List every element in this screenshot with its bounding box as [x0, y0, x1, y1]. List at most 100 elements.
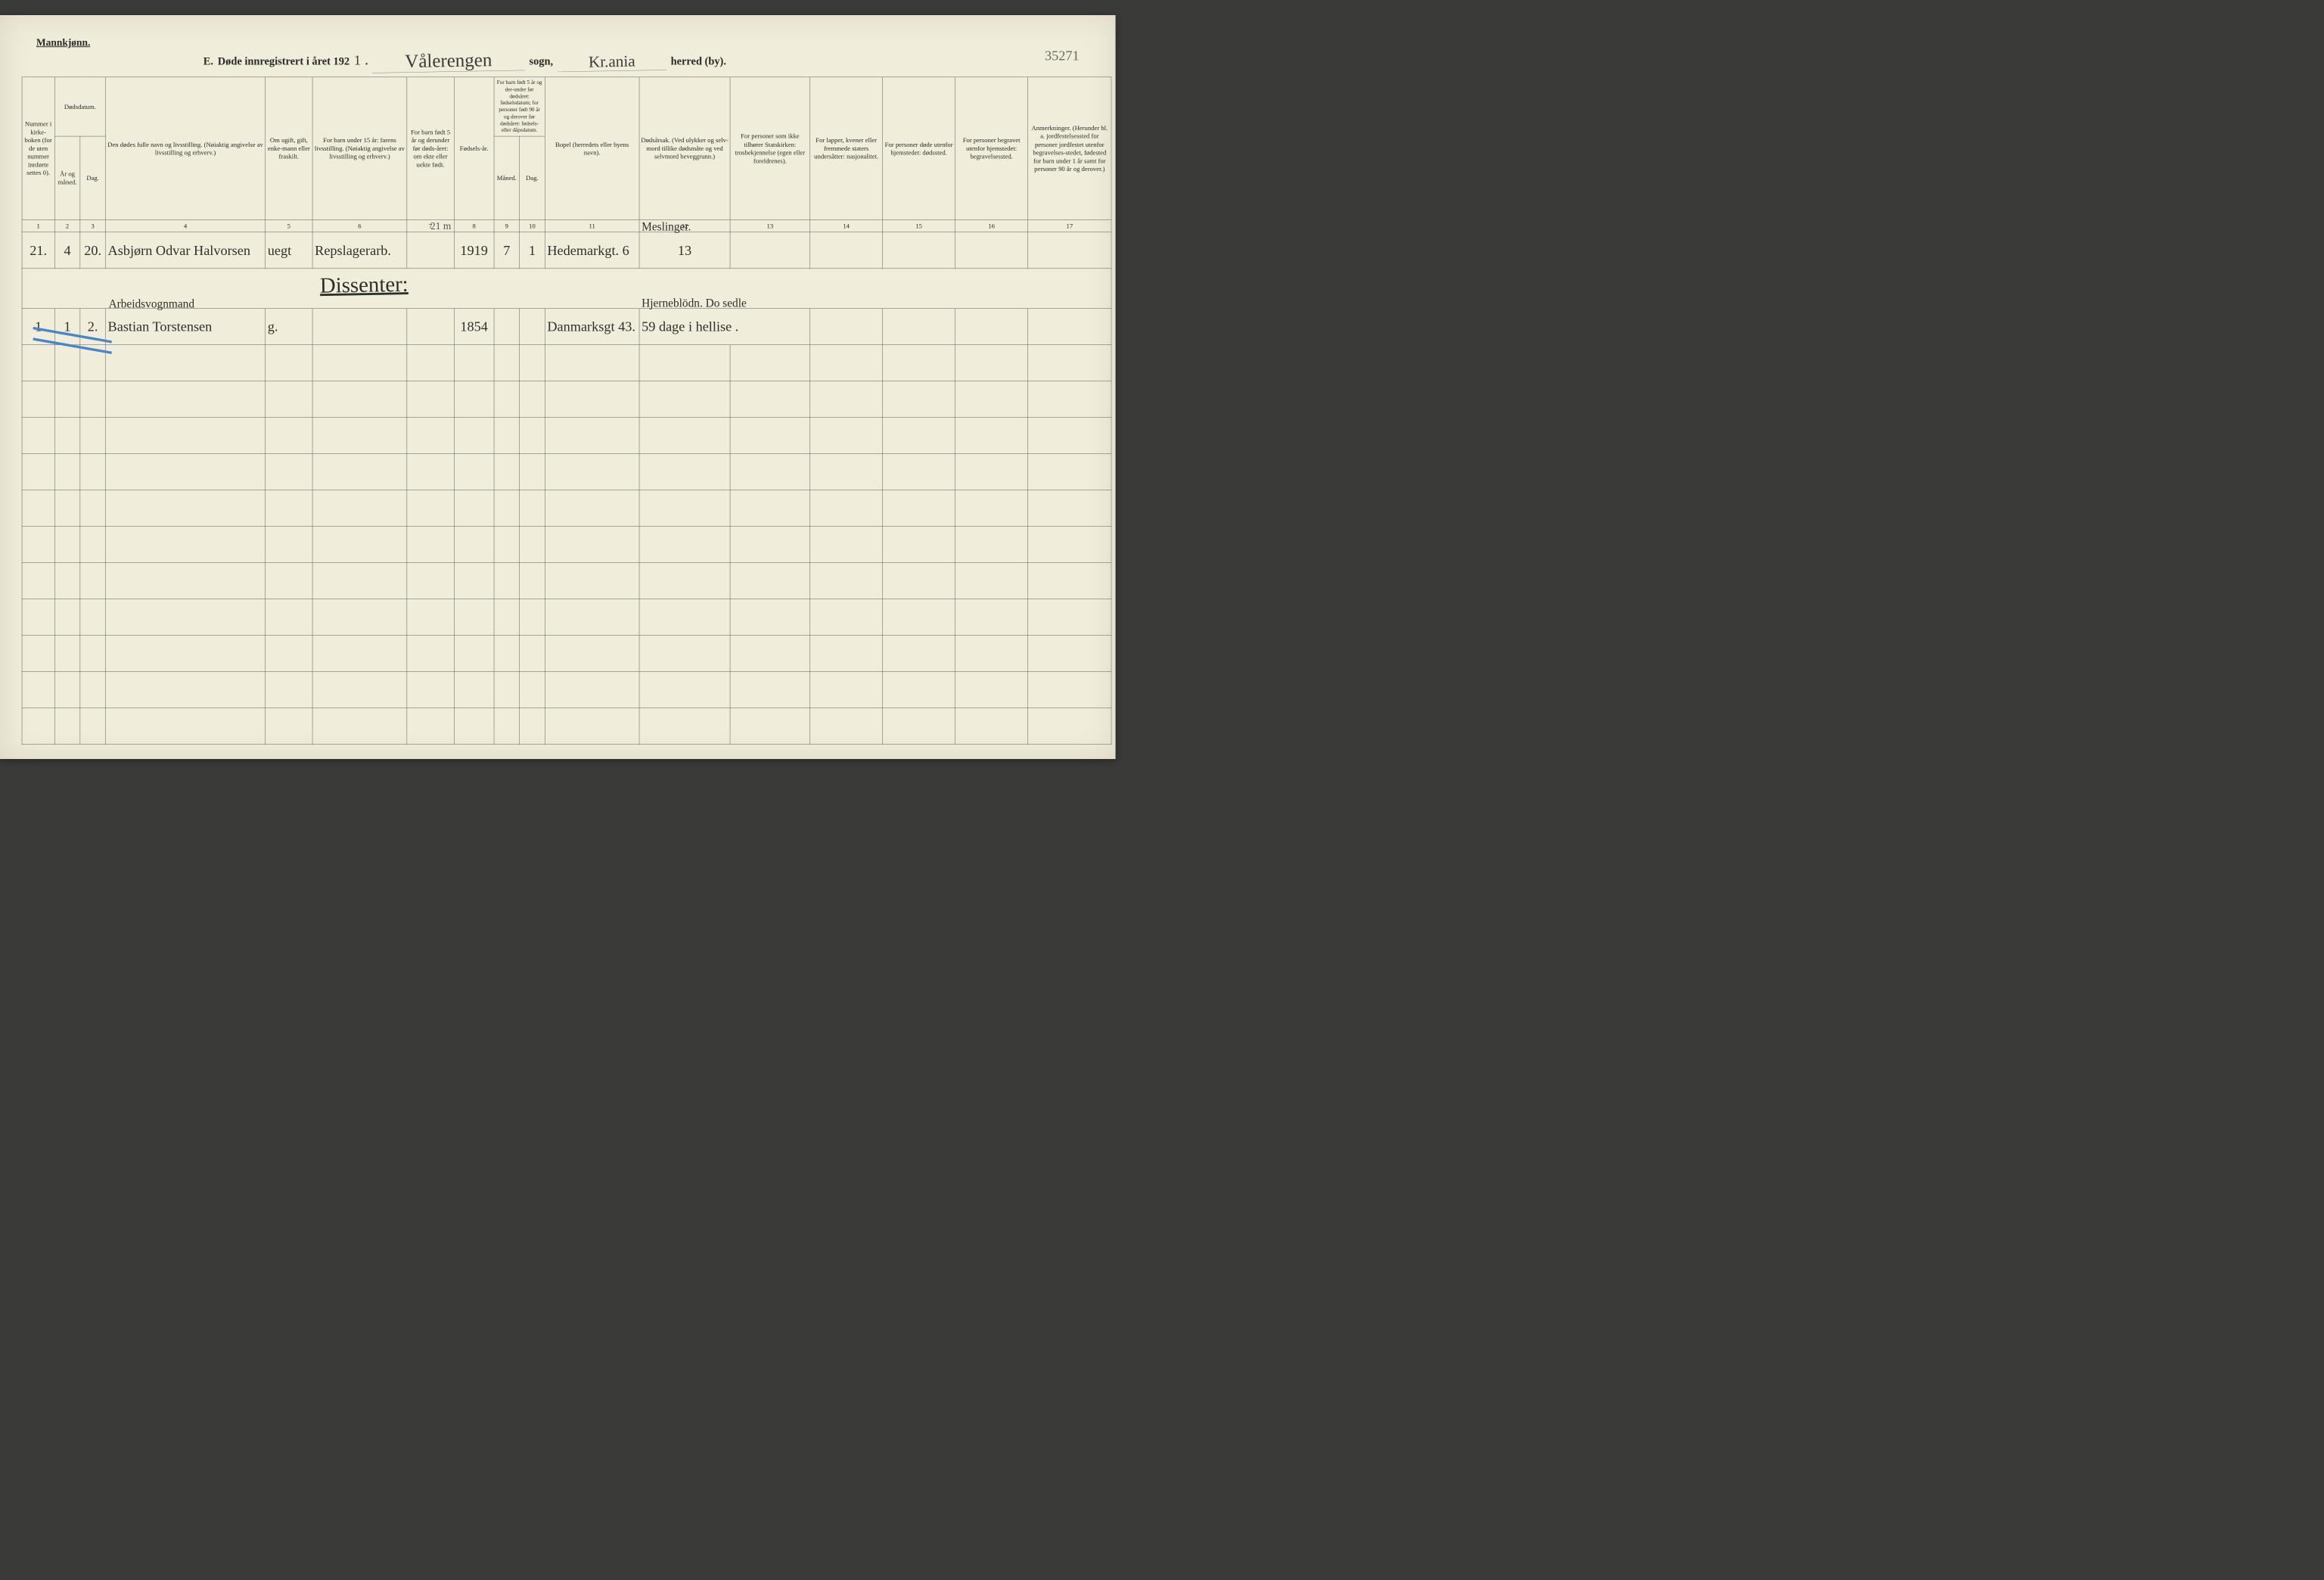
col-header: For barn født 5 år og der-under før døds… — [494, 77, 545, 136]
sogn-label: sogn, — [530, 55, 554, 67]
colnum: 8 — [454, 219, 494, 232]
page-number: 35271 — [1045, 48, 1080, 64]
page-header: Mannkjønn. E. Døde innregistrert i året … — [22, 37, 1101, 66]
title-prefix: E. — [204, 55, 213, 67]
table-body: 21. 4 20. Asbjørn Odvar Halvorsen uegt R… — [22, 232, 1111, 745]
cell-dsted — [883, 232, 955, 269]
col-header: Dag. — [520, 136, 545, 219]
colnum: 1 — [22, 219, 54, 232]
cell-anm — [1028, 309, 1111, 345]
col-header: Dødsdatum. — [54, 77, 105, 136]
cell-month: 1 — [54, 309, 80, 345]
col-header: Dødsårsak. (Ved ulykker og selv-mord til… — [639, 77, 730, 220]
gender-label: Mannkjønn. — [36, 37, 90, 48]
blank-row — [22, 454, 1111, 490]
cell-cause: Meslinger. 13 — [639, 232, 730, 269]
col-header: For barn under 15 år: farens livsstillin… — [312, 77, 407, 220]
cell-bd — [520, 309, 545, 345]
year-suffix: 1 — [354, 52, 361, 68]
blank-row — [22, 527, 1111, 563]
colnum: 13 — [730, 219, 810, 232]
blank-row — [22, 636, 1111, 672]
cell-nr: 1 — [22, 309, 54, 345]
sogn-value: Vålerengen — [372, 48, 525, 73]
colnum: 10 — [520, 219, 545, 232]
blank-row — [22, 490, 1111, 527]
col-header: For barn født 5 år og derunder før døds-… — [407, 77, 454, 220]
title-main: Døde innregistrert i året 192 — [218, 55, 350, 67]
cell-status: g. — [266, 309, 312, 345]
cell-bopel: Hedemarkgt. 6 — [545, 232, 639, 269]
birth-extra: 21 m — [430, 221, 451, 232]
colnum: 17 — [1028, 219, 1111, 232]
blank-row — [22, 345, 1111, 381]
col-header: For personer begravet utenfor hjemstedet… — [955, 77, 1028, 220]
col-header: Nummer i kirke-boken (for de uten nummer… — [22, 77, 54, 220]
col-header: For personer som ikke tilhører Statskirk… — [730, 77, 810, 220]
cell-birthyear: 1854 — [454, 309, 494, 345]
blank-row — [22, 563, 1111, 599]
cell-ekte — [407, 309, 454, 345]
blank-row — [22, 418, 1111, 454]
cell-anm — [1028, 232, 1111, 269]
col-header: Om ugift, gift, enke-mann eller fraskilt… — [266, 77, 312, 220]
cell-bsted — [955, 232, 1028, 269]
cause-top: Hjerneblödn. Do sedle — [642, 297, 747, 310]
colnum: 16 — [955, 219, 1028, 232]
register-page: Mannkjønn. E. Døde innregistrert i året … — [0, 15, 1116, 759]
herred-label: herred (by). — [671, 55, 726, 67]
cell-day: 2. — [80, 309, 106, 345]
cell-bsted — [955, 309, 1028, 345]
herred-value: Kr.ania — [558, 51, 666, 72]
colnum: 9 — [494, 219, 520, 232]
col-header: Anmerkninger. (Herunder bl. a. jordfeste… — [1028, 77, 1111, 220]
cell-nasj — [810, 232, 883, 269]
cause-sub: 13 — [642, 242, 728, 258]
blank-row — [22, 599, 1111, 636]
cause-sub: 59 dage i hellise . — [642, 319, 738, 334]
register-table: Nummer i kirke-boken (for de uten nummer… — [22, 77, 1111, 745]
colnum: 4 — [105, 219, 265, 232]
cell-status: uegt — [266, 232, 312, 269]
cell-bm — [494, 309, 520, 345]
blank-row — [22, 708, 1111, 745]
colnum: 15 — [883, 219, 955, 232]
colnum: 11 — [545, 219, 639, 232]
cell-bopel: Danmarksgt 43. — [545, 309, 639, 345]
colnum: 14 — [810, 219, 883, 232]
cell-father — [312, 309, 407, 345]
cause-top: Meslinger. — [642, 220, 691, 234]
col-header: Fødsels-år. — [454, 77, 494, 220]
cell-day: 20. — [80, 232, 106, 269]
cell-nasj — [810, 309, 883, 345]
col-header: Dag. — [80, 136, 106, 219]
cell-nr: 21. — [22, 232, 54, 269]
col-header: Måned. — [494, 136, 520, 219]
dissenter-label: Dissenter: — [320, 272, 409, 298]
colnum: 5 — [266, 219, 312, 232]
col-header: For lapper, kvener eller fremmede stater… — [810, 77, 883, 220]
cell-tros — [730, 232, 810, 269]
title-line: E. Døde innregistrert i året 1921. Våler… — [204, 48, 726, 70]
cell-month: 4 — [54, 232, 80, 269]
col-header: Den dødes fulle navn og livsstilling. (N… — [105, 77, 265, 220]
table-row: 1 1 2. Arbeidsvognmand Bastian Torstense… — [22, 309, 1111, 345]
cell-bm: 7 — [494, 232, 520, 269]
colnum: 3 — [80, 219, 106, 232]
colnum: 2 — [54, 219, 80, 232]
col-header: År og måned. — [54, 136, 80, 219]
col-header: Bopel (herredets eller byens navn). — [545, 77, 639, 220]
blank-row — [22, 381, 1111, 418]
colnum: 6 — [312, 219, 407, 232]
cell-birthyear: 1919 — [454, 232, 494, 269]
cell-bd: 1 — [520, 232, 545, 269]
blank-row — [22, 672, 1111, 708]
cell-cause: Hjerneblödn. Do sedle 59 dage i hellise … — [639, 309, 810, 345]
occupation: Arbeidsvognmand — [109, 297, 194, 310]
cell-name: Arbeidsvognmand Bastian Torstensen — [105, 309, 265, 345]
column-number-row: 1 2 3 4 5 6 7 8 9 10 11 12 13 14 15 16 1… — [22, 219, 1111, 232]
table-head: Nummer i kirke-boken (for de uten nummer… — [22, 77, 1111, 232]
cell-name: Asbjørn Odvar Halvorsen — [105, 232, 265, 269]
cell-dsted — [883, 309, 955, 345]
cell-father: Repslagerarb. — [312, 232, 407, 269]
